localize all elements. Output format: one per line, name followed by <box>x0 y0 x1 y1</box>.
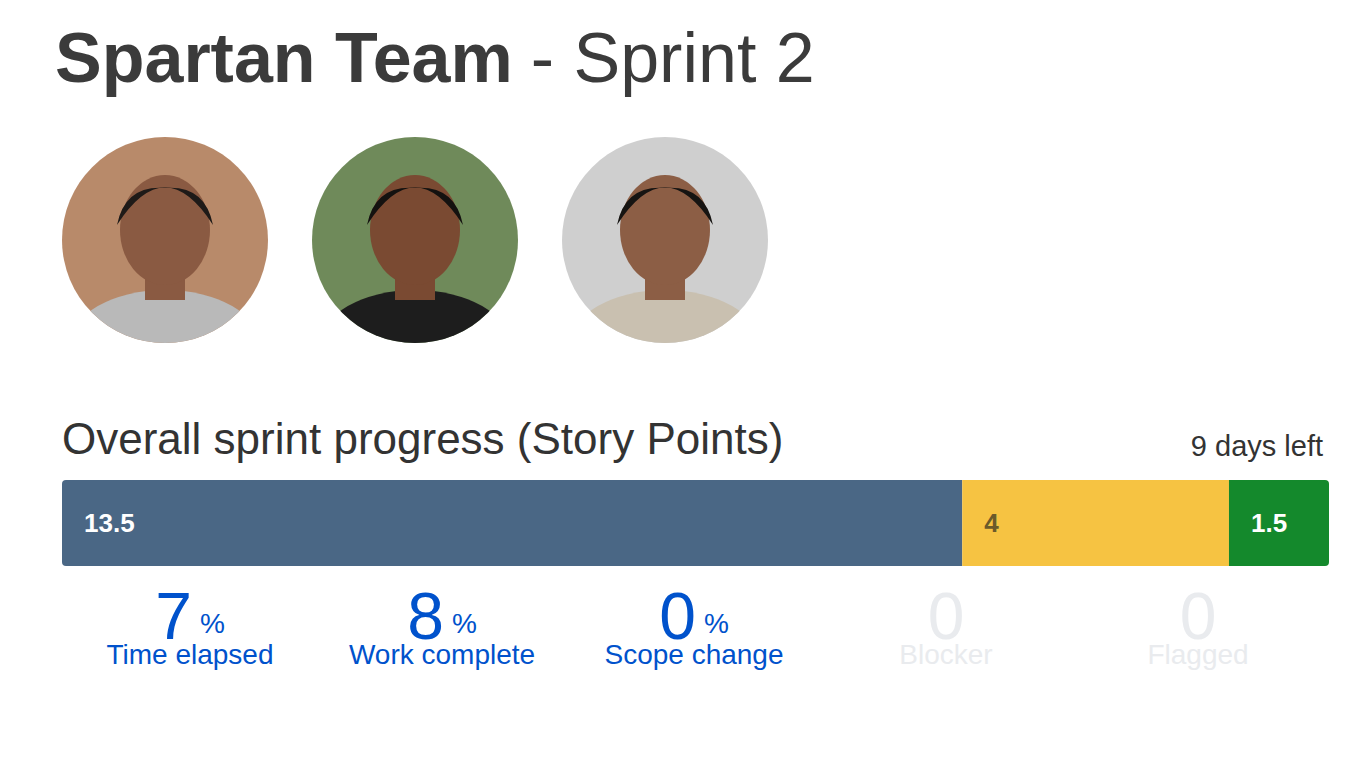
avatar-head <box>120 175 210 285</box>
data-label: 1.5 <box>1251 508 1287 538</box>
bar-segment <box>1229 480 1329 566</box>
stat-unit: % <box>452 608 477 639</box>
days-left: 9 days left <box>1191 430 1323 463</box>
data-labels: 13.5 4 1.5 <box>84 508 1287 538</box>
stat: 0%Scope change <box>568 580 820 670</box>
avatar-head <box>370 175 460 285</box>
avatars <box>55 130 815 350</box>
avatar-hair <box>367 188 463 226</box>
stat: 7%Time elapsed <box>64 580 316 670</box>
avatar <box>60 135 270 350</box>
stat-unit: % <box>200 608 225 639</box>
avatar <box>560 135 770 350</box>
avatar-hair <box>117 188 213 226</box>
avatar-hair <box>617 188 713 226</box>
team-name: Spartan Team <box>55 19 513 97</box>
bar-segment <box>962 480 1229 566</box>
stat-label: Time elapsed <box>64 640 316 670</box>
stat: 0Blocker <box>820 580 1072 670</box>
avatar <box>310 135 520 350</box>
page-title: Spartan Team- Sprint 2 <box>55 18 815 98</box>
stat-label: Flagged <box>1072 640 1324 670</box>
data-label: 4 <box>984 508 999 538</box>
stat-label: Work complete <box>316 640 568 670</box>
stat-label: Blocker <box>820 640 1072 670</box>
stat-label: Scope change <box>568 640 820 670</box>
chart-title: Overall sprint progress (Story Points) <box>62 414 783 464</box>
data-label: 13.5 <box>84 508 135 538</box>
stat-unit: % <box>704 608 729 639</box>
sprint-name: - Sprint 2 <box>531 19 815 97</box>
stat: 8%Work complete <box>316 580 568 670</box>
stat: 0Flagged <box>1072 580 1324 670</box>
avatar-head <box>620 175 710 285</box>
progress-chart: 13.5 4 1.5 <box>0 470 1368 590</box>
bar-segment <box>62 480 962 566</box>
plot-area <box>62 480 1329 566</box>
